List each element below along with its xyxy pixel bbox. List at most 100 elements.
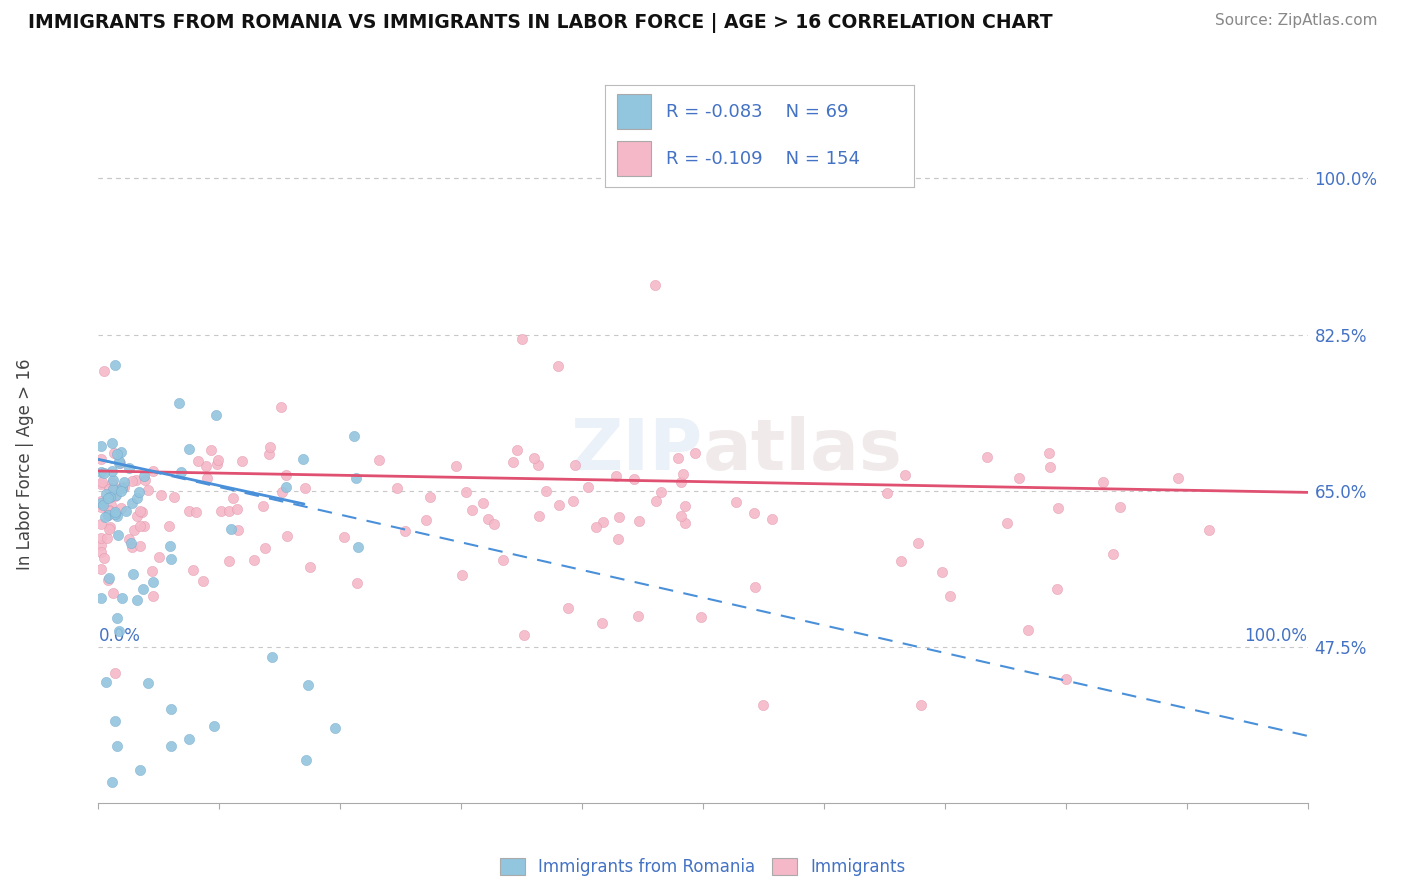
- Point: [669, 475, 692, 489]
- Point: [107, 447, 129, 461]
- Point: [271, 484, 294, 499]
- Point: [1017, 623, 1039, 637]
- Point: [90, 439, 112, 453]
- Text: R = -0.083    N = 69: R = -0.083 N = 69: [666, 103, 849, 121]
- Point: [90, 545, 112, 559]
- Point: [121, 541, 143, 555]
- Point: [125, 491, 148, 505]
- Point: [93, 466, 115, 480]
- Point: [876, 486, 898, 500]
- Point: [90, 531, 112, 545]
- Text: 0.0%: 0.0%: [98, 626, 141, 645]
- Point: [136, 483, 159, 497]
- Point: [294, 753, 316, 767]
- Point: [110, 501, 132, 516]
- Point: [752, 698, 775, 713]
- Point: [97, 508, 120, 522]
- Point: [142, 464, 165, 478]
- Point: [159, 539, 181, 553]
- Point: [90, 494, 112, 508]
- Point: [650, 484, 672, 499]
- Point: [103, 489, 125, 503]
- Point: [344, 471, 367, 485]
- Point: [644, 278, 666, 293]
- Text: Source: ZipAtlas.com: Source: ZipAtlas.com: [1215, 13, 1378, 29]
- Point: [673, 516, 696, 531]
- Point: [627, 515, 650, 529]
- Point: [90, 516, 112, 531]
- Point: [218, 554, 240, 568]
- Point: [564, 458, 586, 473]
- Point: [976, 450, 998, 464]
- Point: [118, 533, 141, 547]
- Point: [107, 527, 129, 541]
- Point: [368, 453, 391, 467]
- Point: [623, 472, 645, 486]
- Point: [108, 454, 131, 468]
- Text: IMMIGRANTS FROM ROMANIA VS IMMIGRANTS IN LABOR FORCE | AGE > 16 CORRELATION CHAR: IMMIGRANTS FROM ROMANIA VS IMMIGRANTS IN…: [28, 13, 1053, 33]
- Point: [121, 496, 143, 510]
- Point: [101, 476, 124, 491]
- Point: [94, 487, 117, 501]
- Point: [557, 600, 579, 615]
- Point: [160, 551, 183, 566]
- Point: [104, 714, 127, 729]
- Point: [100, 774, 122, 789]
- Point: [207, 452, 229, 467]
- Point: [105, 508, 128, 523]
- Point: [454, 485, 477, 500]
- Point: [343, 429, 366, 443]
- Point: [90, 495, 112, 509]
- Point: [1167, 471, 1189, 485]
- Point: [1039, 459, 1062, 474]
- Point: [1054, 673, 1077, 687]
- Point: [90, 477, 112, 491]
- Point: [276, 529, 298, 543]
- Point: [202, 719, 225, 733]
- Point: [98, 519, 121, 533]
- Point: [1198, 524, 1220, 538]
- Point: [298, 560, 321, 574]
- Point: [94, 510, 117, 524]
- Point: [97, 573, 120, 587]
- Point: [585, 520, 607, 534]
- Point: [128, 503, 150, 517]
- Point: [121, 567, 143, 582]
- Point: [112, 480, 135, 494]
- Point: [415, 513, 437, 527]
- Point: [683, 446, 706, 460]
- Point: [141, 564, 163, 578]
- Point: [502, 454, 524, 468]
- Point: [128, 484, 150, 499]
- Point: [323, 721, 346, 735]
- Point: [111, 591, 134, 605]
- Text: In Labor Force | Age > 16: In Labor Force | Age > 16: [17, 358, 34, 570]
- FancyBboxPatch shape: [617, 94, 651, 128]
- Point: [482, 516, 505, 531]
- Point: [672, 467, 695, 481]
- Point: [195, 471, 218, 485]
- Point: [446, 458, 468, 473]
- Point: [1109, 500, 1132, 515]
- Point: [262, 650, 284, 665]
- Point: [90, 465, 112, 479]
- Point: [150, 488, 173, 502]
- Point: [142, 574, 165, 589]
- Point: [129, 519, 152, 533]
- Point: [101, 436, 124, 450]
- Point: [297, 678, 319, 692]
- Point: [90, 537, 112, 551]
- Point: [104, 483, 127, 498]
- Point: [1102, 547, 1125, 561]
- Point: [101, 464, 124, 478]
- Point: [131, 582, 153, 596]
- Point: [103, 446, 125, 460]
- Point: [157, 518, 180, 533]
- Point: [110, 456, 132, 470]
- Point: [931, 565, 953, 579]
- Point: [104, 488, 127, 502]
- Point: [90, 562, 112, 576]
- Point: [124, 473, 146, 487]
- Point: [132, 518, 155, 533]
- Point: [385, 481, 408, 495]
